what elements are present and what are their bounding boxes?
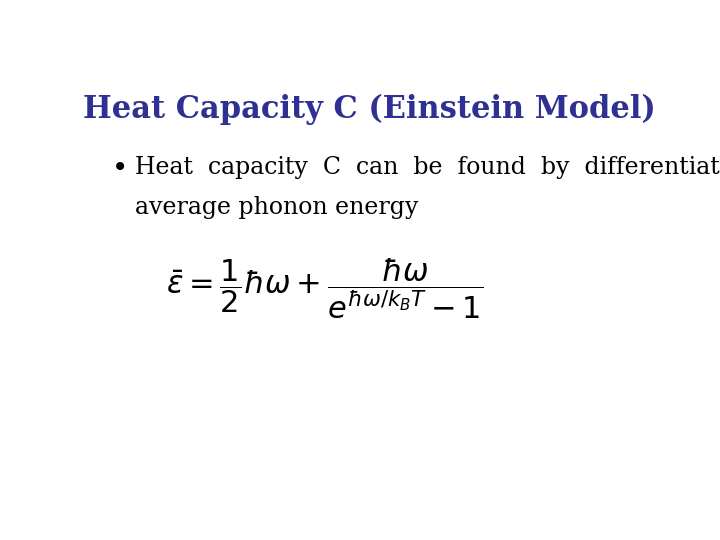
Text: $\bar{\varepsilon} = \dfrac{1}{2}\hbar\omega + \dfrac{\hbar\omega}{e^{\hbar\omeg: $\bar{\varepsilon} = \dfrac{1}{2}\hbar\o… — [166, 256, 483, 321]
Text: Heat  capacity  C  can  be  found  by  differentiating  the: Heat capacity C can be found by differen… — [135, 156, 720, 179]
Text: •: • — [112, 156, 129, 183]
Text: Heat Capacity C (Einstein Model): Heat Capacity C (Einstein Model) — [83, 94, 655, 125]
Text: average phonon energy: average phonon energy — [135, 196, 418, 219]
